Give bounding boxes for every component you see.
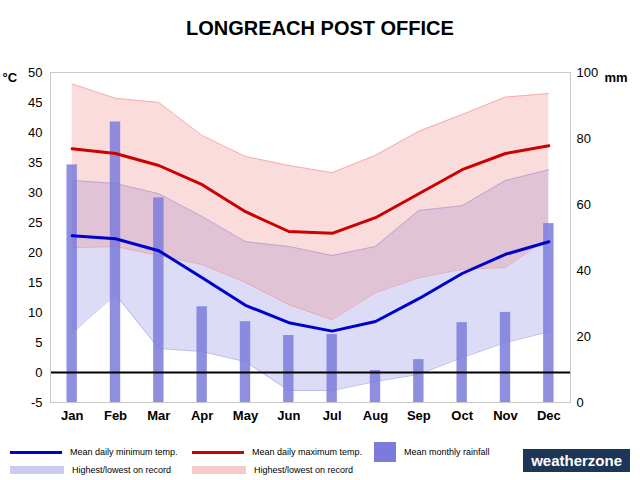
svg-text:-5: -5: [31, 395, 43, 410]
svg-text:20: 20: [577, 329, 591, 344]
html-text:LONGREACH POST OFFICE: LONGREACH POST OFFICE: [186, 17, 454, 39]
html-text:Highest/lowest on record: Highest/lowest on record: [72, 465, 172, 475]
svg-text:Nov: Nov: [493, 408, 518, 423]
svg-text:30: 30: [28, 185, 42, 200]
html-text:Highest/lowest on record: Highest/lowest on record: [254, 465, 354, 475]
svg-text:May: May: [233, 408, 259, 423]
svg-text:10: 10: [28, 305, 42, 320]
svg-text:Mar: Mar: [147, 408, 170, 423]
svg-text:°C: °C: [3, 70, 18, 85]
html-text:weatherzone: weatherzone: [531, 452, 622, 469]
svg-text:80: 80: [577, 131, 591, 146]
svg-text:45: 45: [28, 95, 42, 110]
svg-text:0: 0: [35, 365, 42, 380]
svg-text:Apr: Apr: [191, 408, 213, 423]
svg-text:50: 50: [28, 65, 42, 80]
svg-text:mm: mm: [605, 70, 628, 85]
svg-text:Dec: Dec: [537, 408, 561, 423]
svg-text:Sep: Sep: [407, 408, 431, 423]
svg-text:Aug: Aug: [363, 408, 388, 423]
html-text:Mean daily minimum temp.: Mean daily minimum temp.: [70, 447, 178, 457]
svg-text:0: 0: [577, 395, 584, 410]
svg-text:40: 40: [28, 125, 42, 140]
html-text:Mean daily maximum temp.: Mean daily maximum temp.: [252, 447, 362, 457]
svg-text:Feb: Feb: [104, 408, 127, 423]
svg-text:60: 60: [577, 197, 591, 212]
svg-text:Jan: Jan: [61, 408, 83, 423]
svg-text:40: 40: [577, 263, 591, 278]
svg-text:15: 15: [28, 275, 42, 290]
svg-text:35: 35: [28, 155, 42, 170]
svg-text:100: 100: [577, 65, 599, 80]
html-text:Mean monthly rainfall: Mean monthly rainfall: [404, 447, 490, 457]
svg-text:Jun: Jun: [277, 408, 300, 423]
svg-text:20: 20: [28, 245, 42, 260]
svg-text:Oct: Oct: [451, 408, 473, 423]
svg-text:Jul: Jul: [323, 408, 342, 423]
svg-text:5: 5: [35, 335, 42, 350]
svg-text:25: 25: [28, 215, 42, 230]
